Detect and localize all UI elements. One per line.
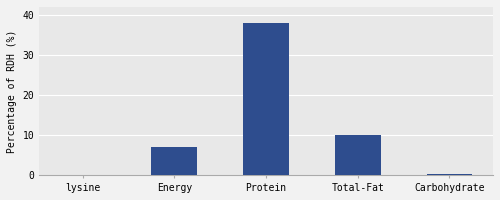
Bar [335, 135, 380, 175]
Bar [426, 174, 472, 175]
Bar [152, 147, 198, 175]
Bar [243, 23, 289, 175]
Y-axis label: Percentage of RDH (%): Percentage of RDH (%) [7, 29, 17, 153]
